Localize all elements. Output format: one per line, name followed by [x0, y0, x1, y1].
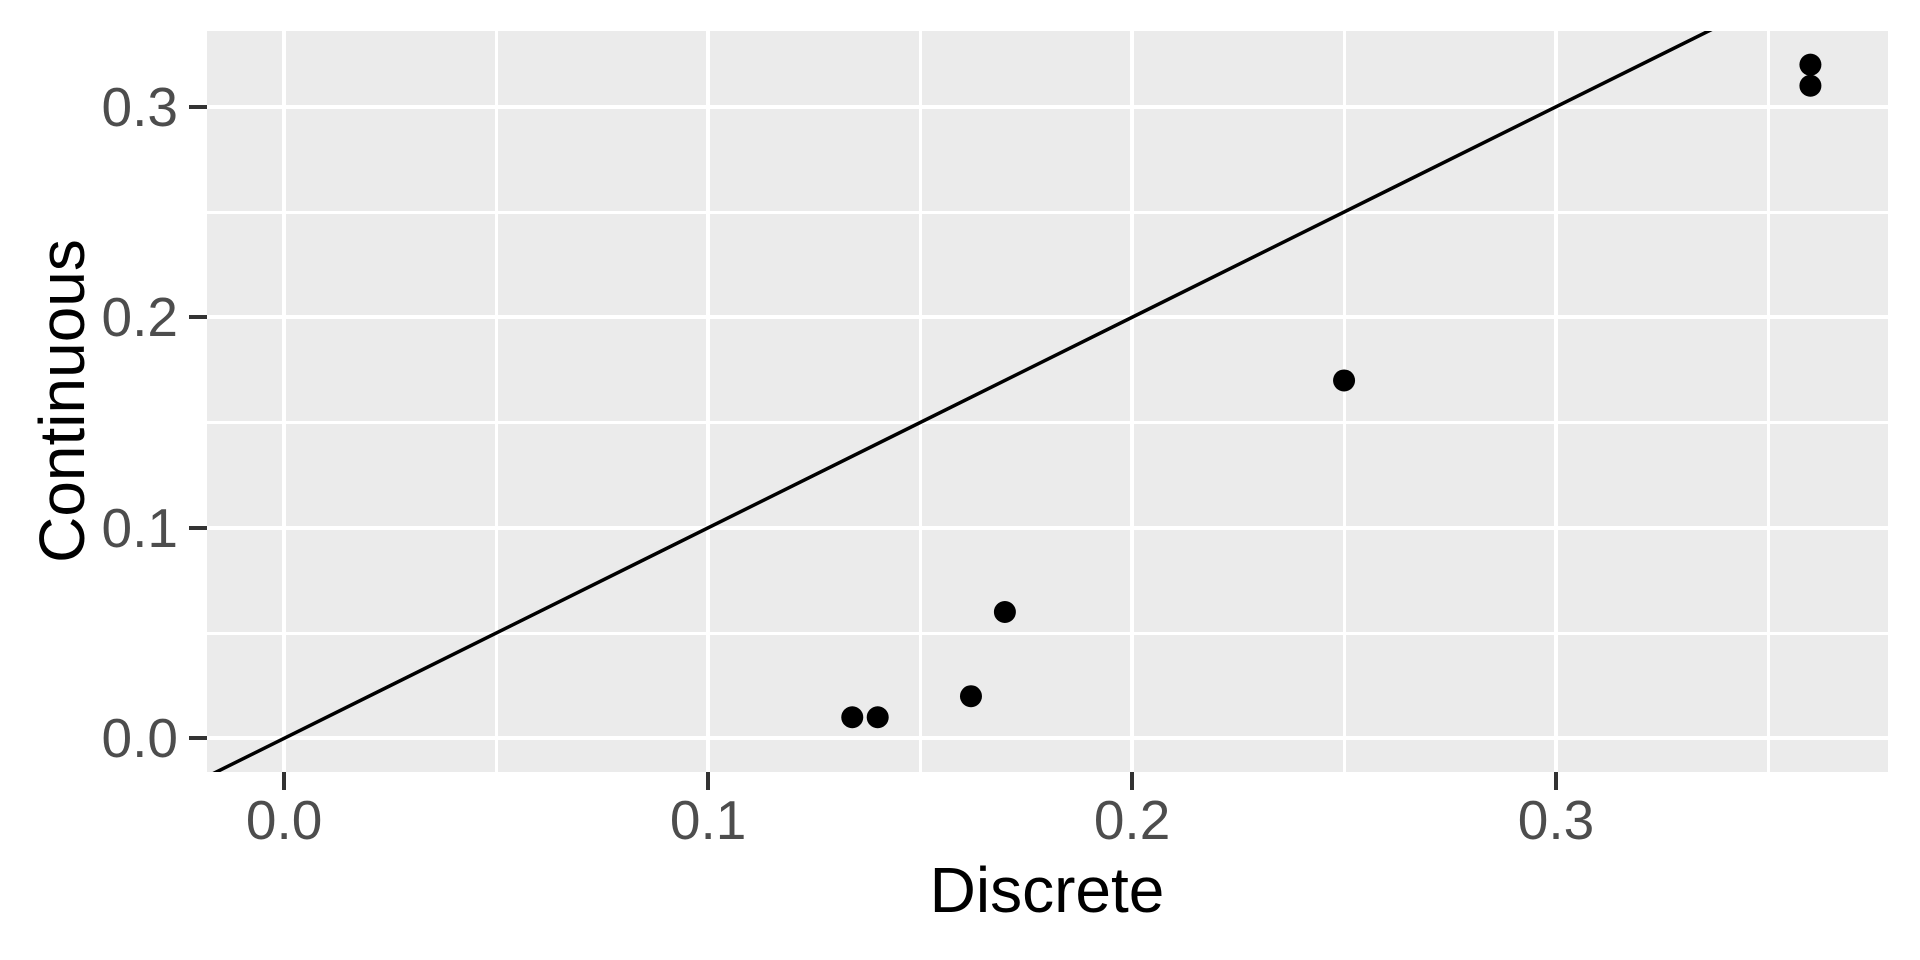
x-axis-title: Discrete	[929, 854, 1165, 926]
gridline-minor-horizontal	[207, 421, 1888, 425]
x-axis-tick-mark	[282, 772, 287, 790]
x-axis-tick-mark	[1130, 772, 1135, 790]
data-point	[1799, 74, 1822, 97]
x-axis-tick-mark	[706, 772, 711, 790]
y-axis-tick-mark	[189, 104, 207, 109]
y-axis-tick-label: 0.3	[101, 75, 178, 138]
data-point	[959, 685, 982, 708]
y-axis-tick-label: 0.2	[101, 286, 178, 349]
x-axis-tick-label: 0.2	[1093, 789, 1171, 851]
data-point	[1799, 53, 1822, 76]
y-axis-tick-mark	[189, 736, 207, 741]
gridline-minor-horizontal	[207, 631, 1888, 635]
gridline-minor-vertical	[494, 31, 498, 772]
plot-panel	[207, 31, 1888, 772]
identity-reference-line	[212, 31, 1713, 772]
gridline-major-horizontal	[207, 315, 1888, 320]
gridline-minor-vertical	[918, 31, 922, 772]
plot-canvas	[212, 31, 1822, 772]
y-axis-tick-label: 0.1	[101, 496, 178, 559]
x-axis-tick-label: 0.1	[669, 789, 747, 851]
y-axis-tick-mark	[189, 525, 207, 530]
y-axis-tick-mark	[189, 315, 207, 320]
gridline-major-vertical	[1554, 31, 1559, 772]
x-axis-tick-mark	[1554, 772, 1559, 790]
gridline-major-horizontal	[207, 525, 1888, 530]
y-axis-title: Continuous	[26, 239, 98, 563]
gridline-major-vertical	[1130, 31, 1135, 772]
gridline-minor-vertical	[1766, 31, 1770, 772]
gridline-minor-vertical	[1342, 31, 1346, 772]
x-axis-tick-label: 0.3	[1517, 789, 1595, 851]
data-point	[866, 706, 889, 729]
gridline-major-vertical	[282, 31, 287, 772]
data-point	[993, 601, 1016, 624]
gridline-minor-horizontal	[207, 210, 1888, 214]
gridline-major-horizontal	[207, 736, 1888, 741]
gridline-major-vertical	[706, 31, 711, 772]
x-axis-tick-label: 0.0	[245, 789, 323, 851]
y-axis-tick-label: 0.0	[101, 707, 178, 770]
data-point	[841, 706, 864, 729]
data-point	[1333, 369, 1356, 392]
gridline-major-horizontal	[207, 104, 1888, 109]
